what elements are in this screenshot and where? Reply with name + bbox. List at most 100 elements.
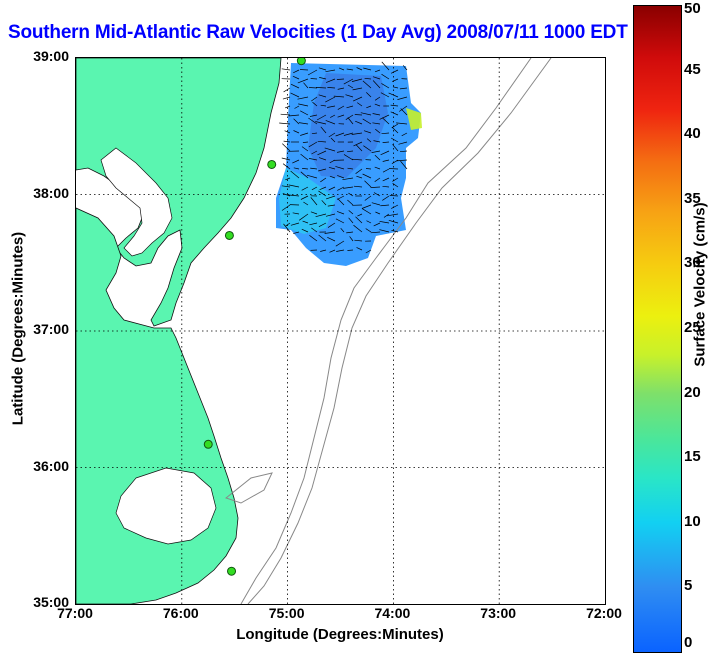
velocity-arrow xyxy=(352,96,363,102)
velocity-arrow xyxy=(366,92,372,98)
velocity-arrow xyxy=(318,222,327,228)
velocity-arrow xyxy=(372,76,381,80)
velocity-arrow xyxy=(362,80,372,89)
velocity-arrow xyxy=(352,87,363,91)
velocity-arrow xyxy=(283,223,291,233)
velocity-arrow xyxy=(324,147,336,152)
colorbar-tick-label: 0 xyxy=(684,634,693,651)
velocity-arrow xyxy=(375,128,381,134)
velocity-arrow xyxy=(356,67,363,71)
velocity-arrow xyxy=(301,228,309,233)
velocity-arrow xyxy=(293,69,300,74)
velocity-arrow xyxy=(336,78,345,80)
colorbar xyxy=(633,5,682,653)
velocity-arrow xyxy=(388,168,399,170)
lat-tick-label: 38:00 xyxy=(33,184,69,201)
velocity-arrow xyxy=(308,158,318,161)
velocity-arrow xyxy=(282,193,291,197)
colorbar-label: Surface Velocity (cm/s) xyxy=(691,202,709,367)
velocity-arrow xyxy=(282,96,291,100)
velocity-arrow xyxy=(400,108,408,116)
velocity-arrow xyxy=(308,141,318,148)
velocity-arrow xyxy=(365,168,372,170)
velocity-arrow xyxy=(348,192,354,197)
velocity-arrow xyxy=(303,82,309,89)
velocity-arrow xyxy=(311,150,318,155)
colorbar-tick-label: 15 xyxy=(684,448,701,466)
velocity-arrow xyxy=(355,168,363,174)
velocity-arrow xyxy=(317,140,327,143)
pamlico-sound xyxy=(115,467,217,545)
velocity-arrow xyxy=(328,132,336,138)
velocity-arrow xyxy=(327,105,336,108)
velocity-arrow xyxy=(308,117,318,125)
velocity-arrow xyxy=(351,132,363,135)
velocity-arrow xyxy=(374,69,381,73)
velocity-arrow xyxy=(362,208,372,215)
velocity-arrow xyxy=(343,132,354,136)
map-plot-area[interactable] xyxy=(75,57,606,605)
velocity-arrow xyxy=(328,186,336,191)
velocity-arrow xyxy=(397,96,408,100)
velocity-arrow xyxy=(310,211,318,215)
velocity-arrow xyxy=(337,105,345,110)
velocity-arrow xyxy=(374,96,381,101)
velocity-arrow xyxy=(300,110,309,116)
velocity-arrow xyxy=(300,195,309,200)
lon-tick-label: 73:00 xyxy=(480,605,517,621)
velocity-arrow xyxy=(288,114,300,117)
velocity-arrow xyxy=(362,173,372,179)
lat-tick-label: 35:00 xyxy=(33,594,69,610)
velocity-arrow xyxy=(293,118,300,125)
velocity-arrow xyxy=(348,217,354,224)
velocity-arrow xyxy=(337,198,345,206)
lon-tick-label: 72:00 xyxy=(586,605,622,621)
velocity-arrow xyxy=(365,249,372,254)
velocity-arrow xyxy=(355,144,363,152)
velocity-arrow xyxy=(281,157,291,161)
velocity-arrow xyxy=(293,231,300,234)
velocity-arrow xyxy=(290,222,300,226)
velocity-arrow xyxy=(338,67,345,71)
radar-station-marker xyxy=(224,230,234,240)
velocity-arrow xyxy=(297,96,309,100)
velocity-arrow xyxy=(325,195,336,200)
velocity-arrow xyxy=(382,159,390,162)
velocity-arrow xyxy=(354,239,363,242)
velocity-arrow xyxy=(328,166,336,170)
velocity-arrow xyxy=(389,195,399,197)
velocity-arrow xyxy=(387,213,399,217)
velocity-arrow xyxy=(391,123,399,129)
velocity-arrow xyxy=(280,113,291,116)
velocity-arrow xyxy=(381,73,390,80)
velocity-arrow xyxy=(373,192,381,197)
velocity-arrow xyxy=(360,112,372,116)
velocity-arrow xyxy=(311,132,318,135)
velocity-arrow xyxy=(337,87,345,90)
velocity-arrow xyxy=(312,101,318,107)
velocity-arrow xyxy=(347,117,354,125)
velocity-arrow xyxy=(399,87,408,90)
velocity-arrow xyxy=(401,132,408,137)
lat-tick-label: 39:00 xyxy=(33,48,69,64)
velocity-arrow xyxy=(355,120,363,125)
velocity-arrow xyxy=(345,94,354,98)
velocity-arrow xyxy=(321,200,327,206)
velocity-arrow xyxy=(379,221,390,224)
velocity-arrow xyxy=(298,213,309,221)
colorbar-tick-label: 50 xyxy=(684,0,701,17)
velocity-arrow xyxy=(347,167,354,170)
velocity-arrow xyxy=(330,137,336,143)
velocity-arrow xyxy=(382,185,390,188)
velocity-arrow xyxy=(279,122,291,125)
velocity-arrow xyxy=(293,167,300,170)
y-axis-label: Latitude (Degrees:Minutes) xyxy=(9,231,27,426)
velocity-arrow xyxy=(310,197,318,206)
velocity-arrow xyxy=(335,166,345,170)
velocity-arrow xyxy=(379,114,390,120)
velocity-arrow xyxy=(301,146,309,152)
velocity-arrow xyxy=(346,231,354,234)
velocity-arrow xyxy=(290,92,300,98)
velocity-arrow xyxy=(374,166,381,170)
velocity-field-edge xyxy=(279,168,336,234)
